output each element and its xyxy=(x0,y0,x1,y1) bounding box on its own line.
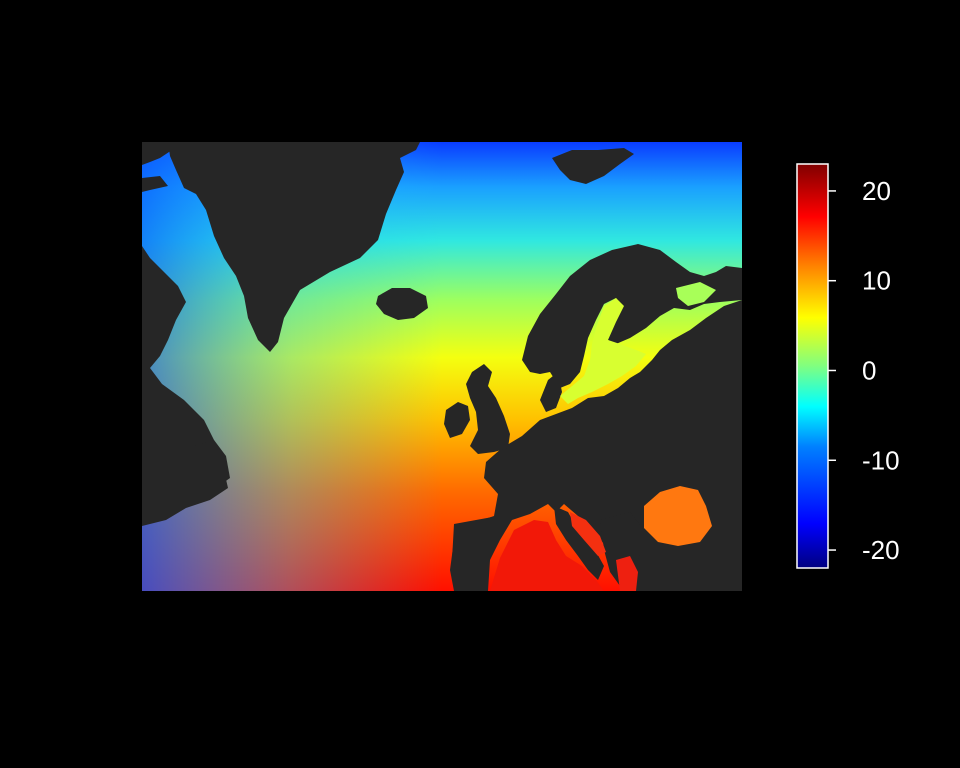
colorbar-border xyxy=(796,163,829,569)
colorbar-tick-label: -10 xyxy=(862,445,900,475)
inland-seas xyxy=(490,282,716,591)
land-ireland xyxy=(444,402,470,438)
baltic-sea xyxy=(560,298,646,404)
colorbar-tick-label: 10 xyxy=(862,266,891,296)
colorbar-tick-label: 0 xyxy=(862,355,876,385)
land-turkey xyxy=(644,540,742,591)
land-iberia xyxy=(452,516,504,584)
land-iceland xyxy=(376,288,428,320)
land-greenland xyxy=(168,142,420,352)
land-newfoundland xyxy=(192,440,230,488)
map-panel xyxy=(142,142,742,596)
land-denmark xyxy=(540,372,562,412)
land-north-africa xyxy=(450,591,742,596)
colorbar-gradient xyxy=(797,164,828,568)
colorbar-tick-label: 20 xyxy=(862,176,891,206)
colorbar-tick-label: -20 xyxy=(862,535,900,565)
land-svalbard xyxy=(552,148,634,184)
land-great-britain xyxy=(466,364,510,454)
adriatic-sea xyxy=(570,512,606,556)
land-italy xyxy=(554,506,604,580)
mediterranean-sea-west xyxy=(490,520,604,591)
colorbar-ticks: 20 10 0 -10 -20 xyxy=(828,176,900,565)
land-baffin-island xyxy=(142,176,168,192)
colorbar: 20 10 0 -10 -20 xyxy=(796,163,900,569)
land-scandinavia xyxy=(522,244,742,388)
land-canadian-arctic xyxy=(142,142,175,165)
white-sea xyxy=(676,282,716,306)
black-sea xyxy=(644,486,712,546)
aegean-sea xyxy=(616,556,638,591)
